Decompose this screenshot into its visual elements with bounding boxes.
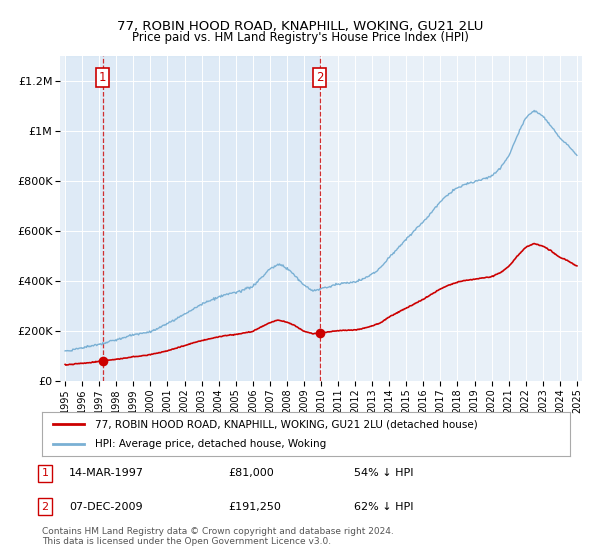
Text: 2: 2 bbox=[41, 502, 49, 512]
Text: 07-DEC-2009: 07-DEC-2009 bbox=[69, 502, 143, 512]
Text: 77, ROBIN HOOD ROAD, KNAPHILL, WOKING, GU21 2LU (detached house): 77, ROBIN HOOD ROAD, KNAPHILL, WOKING, G… bbox=[95, 419, 478, 429]
Text: 2: 2 bbox=[316, 71, 323, 83]
Bar bbox=[65, 56, 320, 381]
Text: 1: 1 bbox=[41, 468, 49, 478]
Text: 62% ↓ HPI: 62% ↓ HPI bbox=[354, 502, 413, 512]
Text: 14-MAR-1997: 14-MAR-1997 bbox=[69, 468, 144, 478]
Text: 54% ↓ HPI: 54% ↓ HPI bbox=[354, 468, 413, 478]
Text: £191,250: £191,250 bbox=[228, 502, 281, 512]
Text: Price paid vs. HM Land Registry's House Price Index (HPI): Price paid vs. HM Land Registry's House … bbox=[131, 31, 469, 44]
Text: HPI: Average price, detached house, Woking: HPI: Average price, detached house, Woki… bbox=[95, 439, 326, 449]
Text: £81,000: £81,000 bbox=[228, 468, 274, 478]
Text: 77, ROBIN HOOD ROAD, KNAPHILL, WOKING, GU21 2LU: 77, ROBIN HOOD ROAD, KNAPHILL, WOKING, G… bbox=[117, 20, 483, 32]
Text: Contains HM Land Registry data © Crown copyright and database right 2024.
This d: Contains HM Land Registry data © Crown c… bbox=[42, 526, 394, 546]
Text: 1: 1 bbox=[99, 71, 106, 83]
